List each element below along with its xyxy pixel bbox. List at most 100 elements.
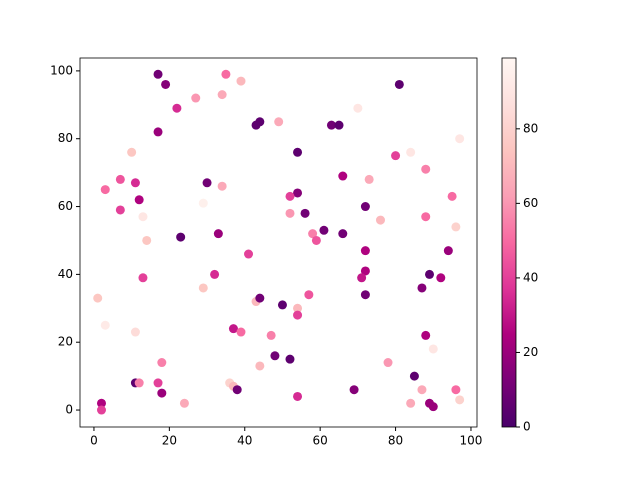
scatter-point (285, 354, 295, 364)
scatter-point (375, 215, 385, 225)
scatter-point (417, 385, 427, 395)
scatter-point (455, 395, 465, 405)
scatter-point (153, 127, 163, 137)
scatter-point (191, 93, 201, 103)
y-tick-label: 40 (58, 267, 73, 281)
scatter-point (270, 351, 280, 361)
scatter-point (383, 358, 393, 368)
scatter-point (338, 229, 348, 239)
scatter-point (157, 388, 167, 398)
scatter-point (360, 246, 370, 256)
x-tick-label: 0 (90, 434, 98, 448)
scatter-point (130, 327, 140, 337)
scatter-point (277, 300, 287, 310)
scatter-point (304, 290, 314, 300)
scatter-point (293, 188, 303, 198)
scatter-point (255, 117, 265, 127)
scatter-point (285, 191, 295, 201)
scatter-point (134, 378, 144, 388)
scatter-point (293, 303, 303, 313)
scatter-point (153, 69, 163, 79)
scatter-point (127, 147, 137, 157)
scatter-point (391, 151, 401, 161)
scatter-point (406, 398, 416, 408)
x-tick-label: 20 (162, 434, 177, 448)
scatter-point (406, 147, 416, 157)
scatter-point (236, 327, 246, 337)
scatter-point (172, 103, 182, 113)
scatter-point (326, 120, 336, 130)
scatter-point (142, 235, 152, 245)
scatter-point (179, 398, 189, 408)
scatter-point (447, 191, 457, 201)
scatter-point (349, 385, 359, 395)
scatter-point (115, 174, 125, 184)
scatter-point (210, 269, 220, 279)
y-tick-label: 100 (50, 63, 73, 77)
scatter-point (198, 283, 208, 293)
scatter-point (421, 164, 431, 174)
scatter-point (285, 208, 295, 218)
scatter-point (421, 330, 431, 340)
scatter-point (409, 371, 419, 381)
scatter-point (228, 324, 238, 334)
scatter-point (451, 385, 461, 395)
scatter-point (360, 266, 370, 276)
scatter-point (443, 246, 453, 256)
scatter-point (319, 225, 329, 235)
scatter-point (357, 273, 367, 283)
y-tick-label: 0 (65, 403, 73, 417)
scatter-point (421, 212, 431, 222)
scatter-point (417, 283, 427, 293)
scatter-point (161, 79, 171, 89)
scatter-point (138, 273, 148, 283)
scatter-point (364, 174, 374, 184)
scatter-point (424, 269, 434, 279)
scatter-point (213, 229, 223, 239)
scatter-point (428, 344, 438, 354)
scatter-point (451, 222, 461, 232)
x-tick-label: 60 (313, 434, 328, 448)
scatter-point (217, 90, 227, 100)
scatter-point (100, 185, 110, 195)
scatter-point (244, 249, 254, 259)
scatter-point (293, 310, 303, 320)
x-tick-label: 40 (237, 434, 252, 448)
y-tick-label: 60 (58, 199, 73, 213)
scatter-point (217, 181, 227, 191)
scatter-point (394, 79, 404, 89)
scatter-point (134, 195, 144, 205)
colorbar (501, 57, 517, 428)
scatter-point (360, 202, 370, 212)
scatter-point (221, 69, 231, 79)
scatter-point (232, 385, 242, 395)
scatter-point (255, 361, 265, 371)
scatter-point (360, 290, 370, 300)
scatter-point (428, 402, 438, 412)
plot-frame (79, 57, 478, 428)
scatter-point (202, 178, 212, 188)
scatter-point (455, 134, 465, 144)
scatter-point (334, 120, 344, 130)
scatter-point (96, 398, 106, 408)
scatter-point (436, 273, 446, 283)
scatter-point (100, 320, 110, 330)
colorbar-tick-label: 80 (523, 121, 538, 135)
scatter-point (236, 76, 246, 86)
scatter-point (300, 208, 310, 218)
y-tick-label: 80 (58, 131, 73, 145)
scatter-point (93, 293, 103, 303)
scatter-point (130, 178, 140, 188)
scatter-point (311, 235, 321, 245)
colorbar-tick-label: 60 (523, 196, 538, 210)
scatter-point (255, 293, 265, 303)
x-tick-label: 100 (460, 434, 483, 448)
colorbar-tick-label: 20 (523, 345, 538, 359)
scatter-point (266, 330, 276, 340)
scatter-point (153, 378, 163, 388)
scatter-point (308, 229, 318, 239)
scatter-point (353, 103, 363, 113)
scatter-point (115, 205, 125, 215)
scatter-point (198, 198, 208, 208)
